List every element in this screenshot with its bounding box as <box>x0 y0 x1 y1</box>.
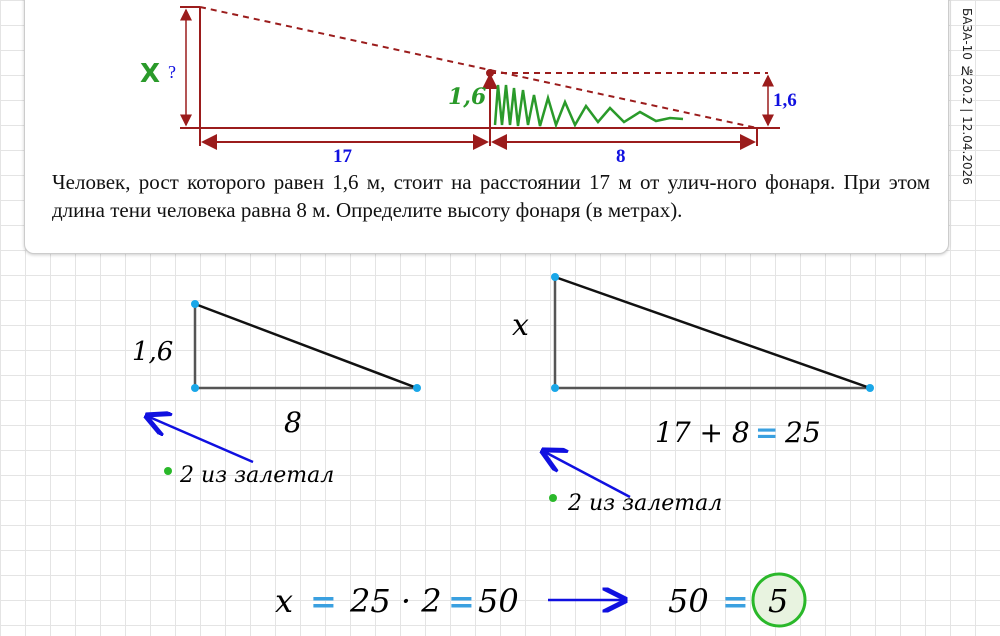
distance-label: 17 <box>333 146 353 167</box>
final-x: x <box>275 582 293 620</box>
equals-sign: = <box>755 416 778 449</box>
large-note: 2 из залетал <box>567 491 722 516</box>
small-height-label: 1,6 <box>132 337 173 367</box>
final-equation: x = 25 · 2 = 50 50 = 5 <box>275 572 807 628</box>
bullet-dot <box>549 494 557 502</box>
base-total: 25 <box>784 416 821 449</box>
problem-text: Человек, рост которого равен 1,6 м, стои… <box>52 170 930 222</box>
bullet-dot <box>164 467 172 475</box>
final-eq1: = <box>310 582 337 620</box>
final-answer: 5 <box>768 582 788 620</box>
large-height-label: x <box>512 308 529 343</box>
small-note: 2 из залетал <box>179 463 334 488</box>
handwritten-height: 1,6 <box>448 84 486 110</box>
answer-circle <box>751 572 807 628</box>
large-triangle <box>551 273 874 392</box>
small-base-label: 8 <box>284 406 302 439</box>
arrow-small <box>147 416 254 464</box>
lamp-figure <box>180 6 780 150</box>
unknown-label: ? <box>168 62 176 82</box>
shadow-scribble <box>493 84 684 129</box>
shadow-label: 8 <box>616 146 626 167</box>
light-ray <box>199 6 758 129</box>
final-eq3: = <box>722 582 749 620</box>
task-id-label: БАЗА-10 №20.2 | 12.04.2026 <box>960 8 974 185</box>
final-expr: 25 · 2 <box>349 582 442 620</box>
unknown-mark: X <box>140 59 160 89</box>
final-eq2: = <box>448 582 475 620</box>
height-label: 1,6 <box>773 90 797 111</box>
arrow-large <box>543 451 631 499</box>
final-result2: 50 <box>668 582 709 620</box>
small-triangle <box>191 300 421 392</box>
final-result: 50 <box>478 582 519 620</box>
base-sum: 17 + 8 <box>655 416 750 449</box>
